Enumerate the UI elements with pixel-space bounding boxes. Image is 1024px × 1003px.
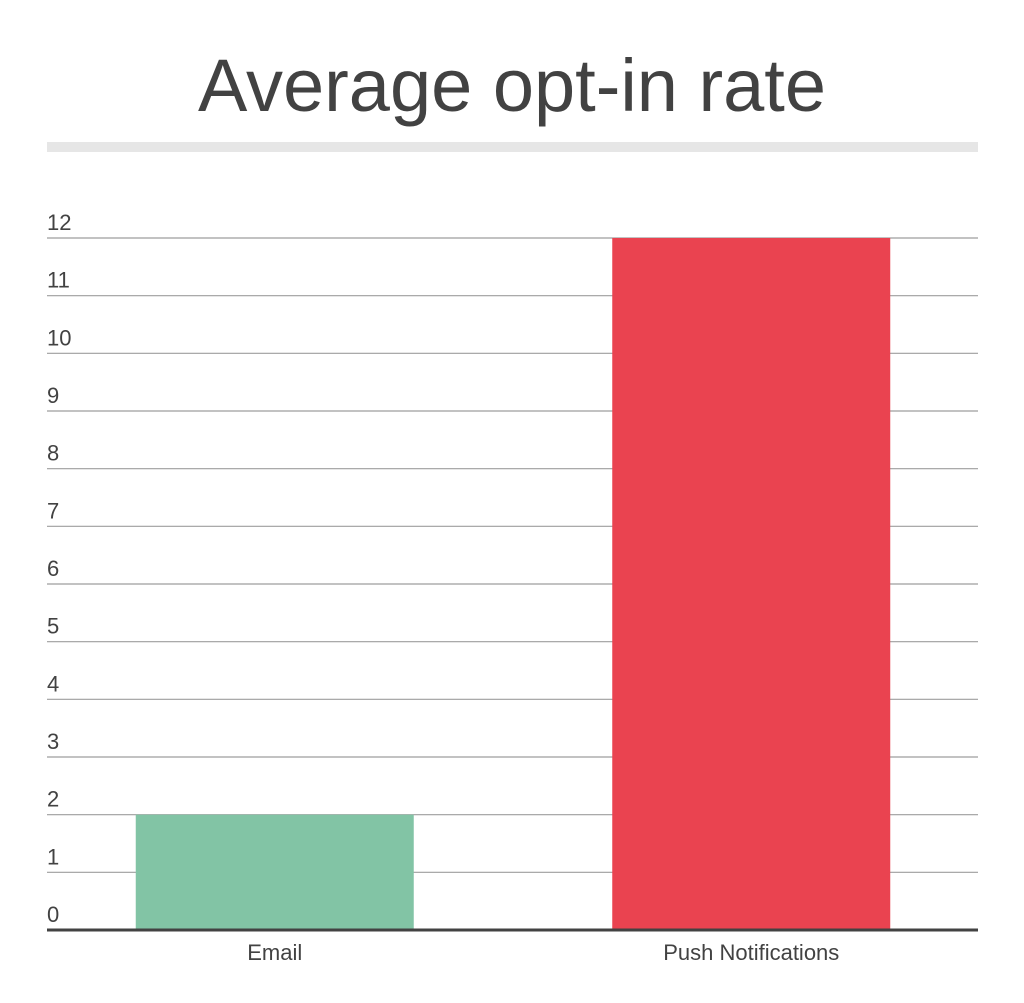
y-tick-label: 5 xyxy=(47,614,59,639)
bars xyxy=(135,238,891,930)
chart-title: Average opt-in rate xyxy=(197,44,827,127)
x-category-label: Push Notifications xyxy=(663,940,839,965)
y-tick-label: 9 xyxy=(47,383,59,408)
x-axis-categories: Email Push Notifications xyxy=(247,940,839,965)
y-tick-label: 10 xyxy=(47,325,71,350)
bar-push-notifications xyxy=(612,238,891,930)
y-tick-label: 11 xyxy=(47,268,70,293)
y-tick-label: 6 xyxy=(47,556,59,581)
bar-email xyxy=(135,814,414,930)
y-tick-label: 2 xyxy=(47,787,59,812)
y-tick-label: 8 xyxy=(47,441,59,466)
y-tick-label: 0 xyxy=(47,902,59,927)
x-category-label: Email xyxy=(247,940,302,965)
y-tick-label: 12 xyxy=(47,210,71,235)
y-tick-label: 3 xyxy=(47,729,59,754)
y-tick-label: 7 xyxy=(47,498,59,523)
title-divider xyxy=(47,142,978,152)
y-tick-label: 1 xyxy=(47,844,59,869)
y-tick-label: 4 xyxy=(47,671,59,696)
